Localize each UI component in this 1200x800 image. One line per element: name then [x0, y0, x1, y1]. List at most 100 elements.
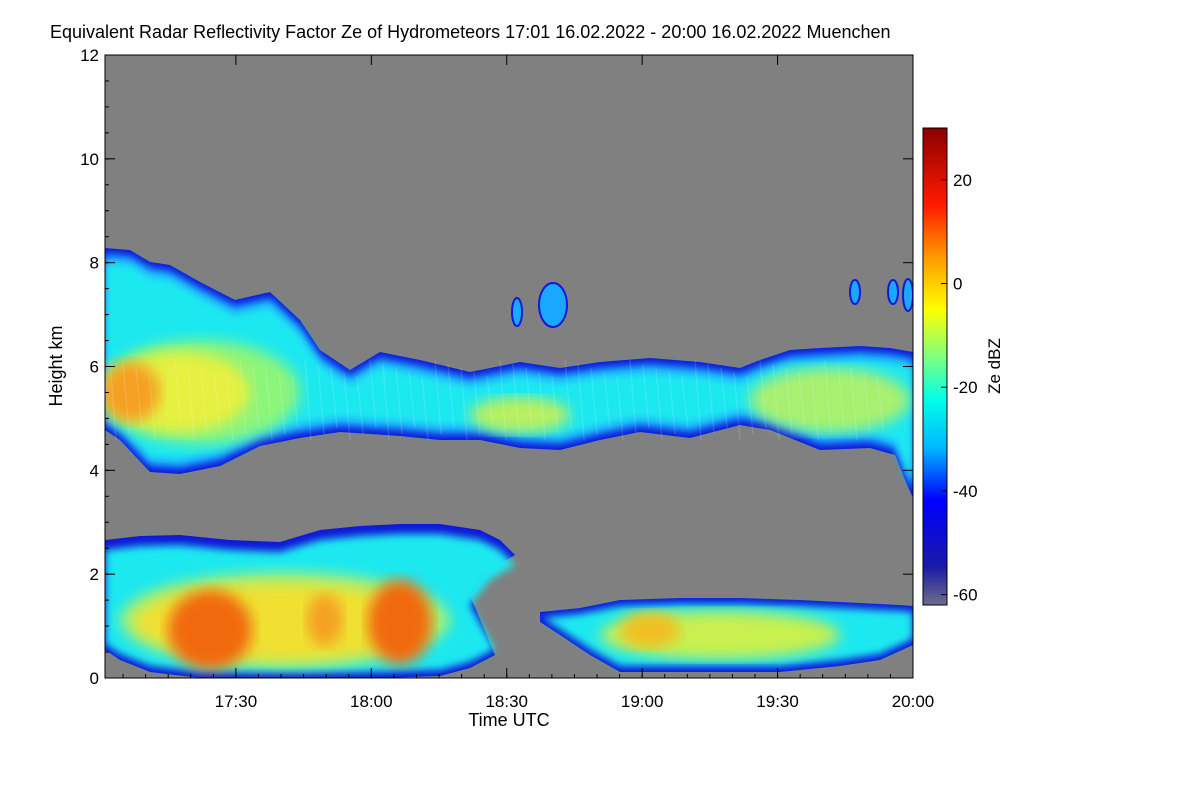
texture-streak: [239, 359, 247, 435]
y-tick-label: 10: [80, 150, 99, 169]
texture-streak: [499, 359, 507, 441]
texture-streak: [174, 359, 182, 429]
texture-streak: [473, 371, 481, 435]
texture-streak: [122, 363, 130, 435]
axes: 17:30 18:00 18:30 19:00 19:30 20:00 0 2 4 6 8 10 12: [80, 46, 934, 711]
texture-streak: [434, 359, 442, 435]
y-tick-label: 12: [80, 46, 99, 65]
texture-streak: [265, 367, 273, 441]
x-axis-label: Time UTC: [468, 710, 549, 730]
upper-core-mid: [470, 397, 570, 433]
texture-streak: [629, 359, 637, 435]
texture-streak: [356, 375, 364, 435]
texture-streak: [538, 371, 546, 441]
texture-streak: [395, 367, 403, 435]
x-tick-label: 19:00: [621, 692, 664, 711]
upper-core-right: [750, 368, 910, 432]
lower-a-core-2: [368, 580, 432, 664]
colorbar-label: Ze dBZ: [985, 338, 1004, 394]
isolated-cell: [849, 279, 861, 305]
x-tick-label: 18:00: [350, 692, 393, 711]
texture-streak: [681, 375, 689, 429]
texture-streak: [863, 371, 871, 435]
texture-streak: [252, 363, 260, 429]
texture-streak: [369, 359, 377, 429]
y-axis-label: Height km: [46, 325, 66, 406]
texture-streak: [707, 363, 715, 435]
texture-streak: [694, 359, 702, 441]
texture-streak: [577, 363, 585, 441]
x-tick-label: 18:30: [485, 692, 528, 711]
x-tick-label: 17:30: [215, 692, 258, 711]
texture-streak: [837, 363, 845, 429]
texture-streak: [876, 375, 884, 429]
texture-streak: [512, 363, 520, 435]
texture-streak: [616, 375, 624, 441]
colorbar-tick-label: -20: [953, 378, 978, 397]
texture-streak: [330, 367, 338, 429]
texture-streak: [317, 363, 325, 435]
texture-streak: [421, 375, 429, 441]
texture-streak: [109, 359, 117, 441]
texture-streak: [603, 371, 611, 429]
colorbar-ticks: 20 0 -20 -40 -60: [941, 171, 978, 605]
isolated-cell: [902, 278, 913, 312]
texture-streak: [733, 371, 741, 441]
y-tick-label: 0: [90, 669, 99, 688]
texture-streak: [564, 359, 572, 429]
lower-a-core-1: [168, 590, 252, 670]
texture-streak: [447, 363, 455, 429]
colorbar-tick-label: -60: [953, 586, 978, 605]
y-tick-label: 4: [90, 461, 99, 480]
lower-a-core-3: [307, 594, 343, 646]
texture-streak: [811, 375, 819, 441]
texture-streak: [785, 367, 793, 435]
texture-streak: [408, 371, 416, 429]
isolated-cell: [511, 297, 523, 327]
texture-streak: [343, 371, 351, 441]
texture-streak: [642, 363, 650, 429]
texture-streak: [798, 371, 806, 429]
x-tick-label: 20:00: [892, 692, 935, 711]
texture-streak: [525, 367, 533, 429]
texture-streak: [850, 367, 858, 441]
texture-streak: [590, 367, 598, 435]
colorbar-tick-label: 20: [953, 171, 972, 190]
y-tick-label: 8: [90, 254, 99, 273]
texture-streak: [161, 375, 169, 435]
texture-streak: [486, 375, 494, 429]
x-tick-label: 19:30: [756, 692, 799, 711]
reflectivity-field: [105, 248, 913, 678]
texture-streak: [759, 359, 767, 429]
y-tick-label: 6: [90, 358, 99, 377]
y-tick-label: 2: [90, 565, 99, 584]
texture-streak: [772, 363, 780, 441]
texture-streak: [213, 371, 221, 429]
upper-core-orange: [105, 362, 160, 422]
texture-streak: [278, 371, 286, 435]
isolated-cell: [538, 282, 568, 328]
texture-streak: [824, 359, 832, 435]
texture-streak: [135, 367, 143, 429]
texture-streak: [187, 363, 195, 441]
texture-streak: [460, 367, 468, 441]
texture-streak: [655, 367, 663, 441]
texture-streak: [304, 359, 312, 441]
texture-streak: [551, 375, 559, 435]
texture-streak: [746, 375, 754, 435]
texture-streak: [720, 367, 728, 429]
texture-streak: [148, 371, 156, 441]
texture-streak: [291, 375, 299, 429]
isolated-cell: [887, 279, 899, 305]
colorbar-tick-label: 0: [953, 275, 962, 294]
texture-streak: [200, 367, 208, 435]
texture-streak: [382, 363, 390, 441]
colorbar: [922, 127, 948, 606]
lower-b-core-2: [620, 612, 680, 648]
colorbar-tick-label: -40: [953, 482, 978, 501]
texture-streak: [226, 375, 234, 441]
chart-title: Equivalent Radar Reflectivity Factor Ze …: [50, 22, 891, 42]
texture-streak: [668, 371, 676, 435]
